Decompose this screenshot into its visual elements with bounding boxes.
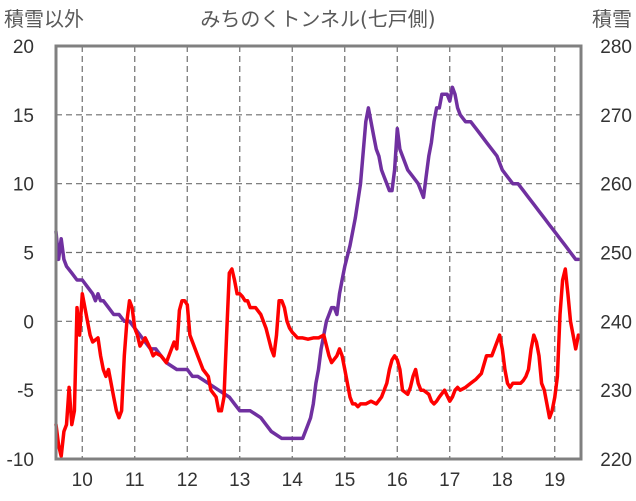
x-tick-label: 12 (177, 470, 198, 491)
x-tick-label: 19 (544, 470, 565, 491)
other-series-line (54, 267, 581, 458)
x-tick-label: 11 (125, 470, 145, 491)
x-tick-label: 18 (492, 470, 513, 491)
x-tick-label: 14 (282, 470, 304, 491)
right-tick-label: 220 (600, 450, 632, 471)
x-tick-label: 17 (439, 470, 460, 491)
plot-frame (54, 44, 583, 461)
x-tick-label: 10 (72, 470, 93, 491)
series-layer (54, 85, 581, 458)
tick-labels: 20 15 10 5 0 -5 -10 280 270 260 250 240 230 220 10 11 12… (7, 37, 632, 491)
left-tick-label: 10 (13, 175, 34, 196)
right-tick-label: 230 (600, 381, 632, 402)
left-tick-label: -10 (7, 450, 34, 471)
grid-lines (56, 46, 581, 459)
left-tick-label: 5 (23, 244, 34, 265)
left-tick-label: -5 (17, 381, 34, 402)
chart-title: みちのくトンネル(七戸側) (200, 7, 435, 31)
right-tick-label: 250 (600, 244, 632, 265)
x-tick-label: 16 (387, 470, 408, 491)
x-tick-label: 13 (229, 470, 250, 491)
right-tick-label: 270 (600, 106, 632, 127)
right-axis-label: 積雪 (592, 7, 632, 31)
x-tick-label: 15 (334, 470, 355, 491)
left-axis-label: 積雪以外 (4, 7, 84, 31)
right-tick-label: 240 (600, 312, 632, 333)
right-tick-label: 280 (600, 37, 632, 58)
right-tick-label: 260 (600, 175, 632, 196)
left-tick-label: 15 (13, 106, 34, 127)
left-tick-label: 20 (13, 37, 34, 58)
left-tick-label: 0 (23, 312, 34, 333)
